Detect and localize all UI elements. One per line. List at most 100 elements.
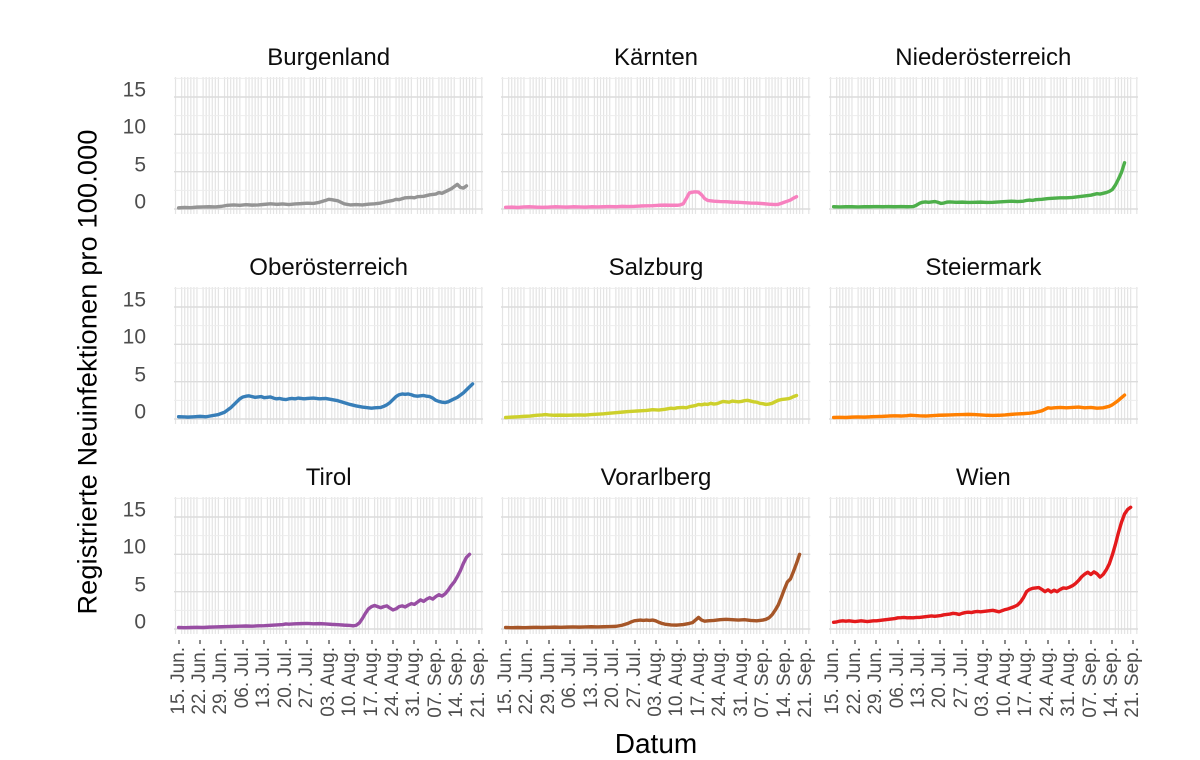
facet-panel-vorarlberg [501, 497, 811, 634]
x-tick-mark [783, 640, 786, 644]
facet-panel-salzburg [501, 287, 811, 424]
x-tick-mark [1089, 640, 1092, 644]
x-tick-mark [370, 640, 373, 644]
x-tick-label: 31. Aug. [403, 647, 425, 717]
facet-plot-tirol [174, 497, 483, 634]
series-line-burgenland [179, 184, 467, 208]
y-axis-tick-labels: 15 10 5 0 [106, 452, 156, 634]
facet-plot-oberoesterreich [174, 287, 483, 424]
series-line-oberoesterreich [179, 384, 473, 417]
facet-plot-niederoesterreich [829, 77, 1138, 214]
x-tick-label: 06. Jul. [231, 647, 253, 709]
x-tick-mark [875, 640, 878, 644]
x-tick-mark [1132, 640, 1135, 644]
series-line-niederoesterreich [833, 163, 1124, 207]
x-tick-mark [939, 640, 942, 644]
x-tick-mark [177, 640, 180, 644]
facet-vorarlberg: Vorarlberg [501, 452, 811, 634]
x-tick-mark [918, 640, 920, 644]
x-tick-label: 17. Aug. [360, 647, 382, 717]
facet-oberoesterreich: Oberösterreich [174, 242, 484, 424]
y-axis-tick-labels: 15 10 5 0 [106, 242, 156, 424]
facet-title-tirol: Tirol [305, 464, 352, 491]
x-tick-mark [762, 640, 765, 644]
x-tick-label: 15. Jun. [822, 647, 844, 715]
facet-title-kaernten: Kärnten [613, 44, 699, 71]
facet-title-wien: Wien [955, 464, 1011, 491]
x-tick-mark [654, 640, 657, 644]
x-tick-mark [612, 640, 615, 644]
facet-plot-salzburg [501, 287, 810, 424]
x-tick-mark [349, 640, 352, 644]
facet-title-salzburg: Salzburg [608, 254, 704, 281]
x-tick-mark [805, 640, 808, 644]
x-tick-mark [327, 640, 330, 644]
facet-title-steiermark: Steiermark [925, 254, 1042, 281]
facet-steiermark: Steiermark [828, 242, 1138, 424]
x-tick-mark [220, 640, 223, 644]
facet-row-3: 15 10 5 0 Tirol Vorarlberg Wien [106, 452, 1138, 634]
x-tick-label: 14. Sep. [446, 647, 468, 718]
x-tick-label: 20. Jul. [274, 647, 296, 709]
x-tick-label: 13. Jul. [908, 647, 929, 709]
facet-niederoesterreich: Niederösterreich [828, 32, 1138, 214]
facet-panel-steiermark [828, 287, 1138, 424]
x-tick-mark [896, 640, 899, 644]
facet-panel-kaernten [501, 77, 811, 214]
x-tick-label: 10. Aug. [666, 647, 688, 717]
facet-salzburg: Salzburg [501, 242, 811, 424]
x-tick-mark [263, 640, 266, 644]
y-tick-label: 5 [134, 573, 146, 597]
x-tick-label: 29. Jun. [210, 647, 232, 715]
x-tick-label: 06. Jul. [886, 647, 908, 709]
facet-panel-tirol [174, 497, 484, 634]
x-tick-mark [1025, 640, 1028, 644]
x-tick-mark [676, 640, 679, 644]
x-tick-mark [1068, 640, 1071, 644]
y-tick-label: 15 [122, 78, 146, 102]
x-tick-mark [477, 640, 480, 644]
x-tick-label: 27. Jul. [296, 647, 318, 709]
x-tick-label: 10. Aug. [339, 647, 361, 717]
facet-title-oberoesterreich: Oberösterreich [249, 254, 409, 281]
y-tick-label: 10 [122, 535, 146, 559]
x-tick-label: 22. Jun. [189, 647, 211, 715]
facet-grid-chart: 15 10 5 0 Burgenland Kärnten Niederösterreich 1… [106, 32, 1144, 760]
facet-row-1: 15 10 5 0 Burgenland Kärnten Niederösterreich [106, 32, 1138, 214]
facet-kaernten: Kärnten [501, 32, 811, 214]
y-tick-label: 15 [122, 498, 146, 522]
x-tick-label: 07. Sep. [752, 647, 774, 718]
x-tick-label: 06. Jul. [559, 647, 581, 709]
x-tick-mark [284, 640, 287, 644]
facet-plot-kaernten [501, 77, 810, 214]
x-tick-label: 21. Sep. [1122, 647, 1144, 718]
facet-plot-wien [829, 497, 1138, 634]
x-tick-mark [241, 640, 244, 644]
x-tick-mark [590, 640, 593, 644]
x-tick-label: 20. Jul. [602, 647, 624, 709]
y-tick-label: 15 [122, 288, 146, 312]
x-tick-label: 21. Sep. [795, 647, 817, 718]
y-tick-label: 0 [134, 190, 146, 214]
x-tick-mark [526, 640, 529, 644]
series-line-tirol [179, 554, 470, 627]
x-tick-label: 31. Aug. [1058, 647, 1080, 717]
series-line-wien [833, 507, 1130, 622]
x-tick-mark [456, 640, 459, 644]
facet-plot-steiermark [829, 287, 1138, 424]
x-axis-title: Datum [614, 728, 698, 759]
y-axis-tick-labels: 15 10 5 0 [106, 32, 156, 214]
x-axis-labels-col-1: 15. Jun. 22. Jun. 29. Jun. 06. Jul. 13. Jul.… [168, 640, 489, 726]
x-axis-labels-col-2: 15. Jun. 22. Jun. 29. Jun. 06. Jul. 13. Jul.… [495, 640, 816, 726]
x-tick-label: 21. Sep. [467, 647, 489, 718]
x-tick-label: 22. Jun. [843, 647, 865, 715]
x-axis: 15. Jun. 22. Jun. 29. Jun. 06. Jul. 13. Jul.… [106, 640, 1143, 726]
facet-plot-burgenland [174, 77, 483, 214]
facet-title-vorarlberg: Vorarlberg [600, 464, 712, 491]
x-tick-mark [697, 640, 700, 644]
series-line-steiermark [833, 395, 1124, 417]
x-tick-label: 10. Aug. [993, 647, 1015, 717]
x-tick-label: 07. Sep. [424, 647, 446, 718]
x-tick-label: 24. Aug. [381, 647, 403, 717]
facet-tirol: Tirol [174, 452, 484, 634]
